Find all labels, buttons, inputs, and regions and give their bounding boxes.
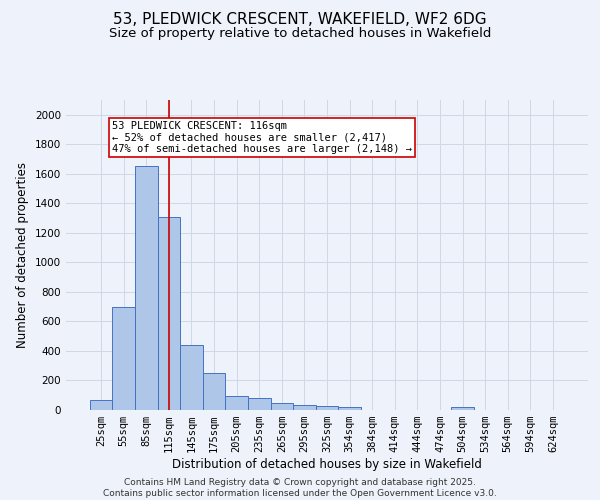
Bar — [135, 166, 158, 410]
Bar — [226, 396, 248, 410]
Bar — [90, 400, 112, 410]
Text: 53, PLEDWICK CRESCENT, WAKEFIELD, WF2 6DG: 53, PLEDWICK CRESCENT, WAKEFIELD, WF2 6D… — [113, 12, 487, 28]
Text: 53 PLEDWICK CRESCENT: 116sqm
← 52% of detached houses are smaller (2,417)
47% of: 53 PLEDWICK CRESCENT: 116sqm ← 52% of de… — [112, 120, 412, 154]
X-axis label: Distribution of detached houses by size in Wakefield: Distribution of detached houses by size … — [172, 458, 482, 471]
Bar — [248, 398, 271, 410]
Bar — [316, 406, 338, 410]
Text: Contains HM Land Registry data © Crown copyright and database right 2025.
Contai: Contains HM Land Registry data © Crown c… — [103, 478, 497, 498]
Bar — [158, 216, 180, 410]
Bar — [451, 407, 474, 410]
Bar — [203, 373, 226, 410]
Bar — [271, 402, 293, 410]
Bar — [293, 405, 316, 410]
Bar — [112, 306, 135, 410]
Bar — [338, 407, 361, 410]
Text: Size of property relative to detached houses in Wakefield: Size of property relative to detached ho… — [109, 28, 491, 40]
Bar — [180, 345, 203, 410]
Y-axis label: Number of detached properties: Number of detached properties — [16, 162, 29, 348]
